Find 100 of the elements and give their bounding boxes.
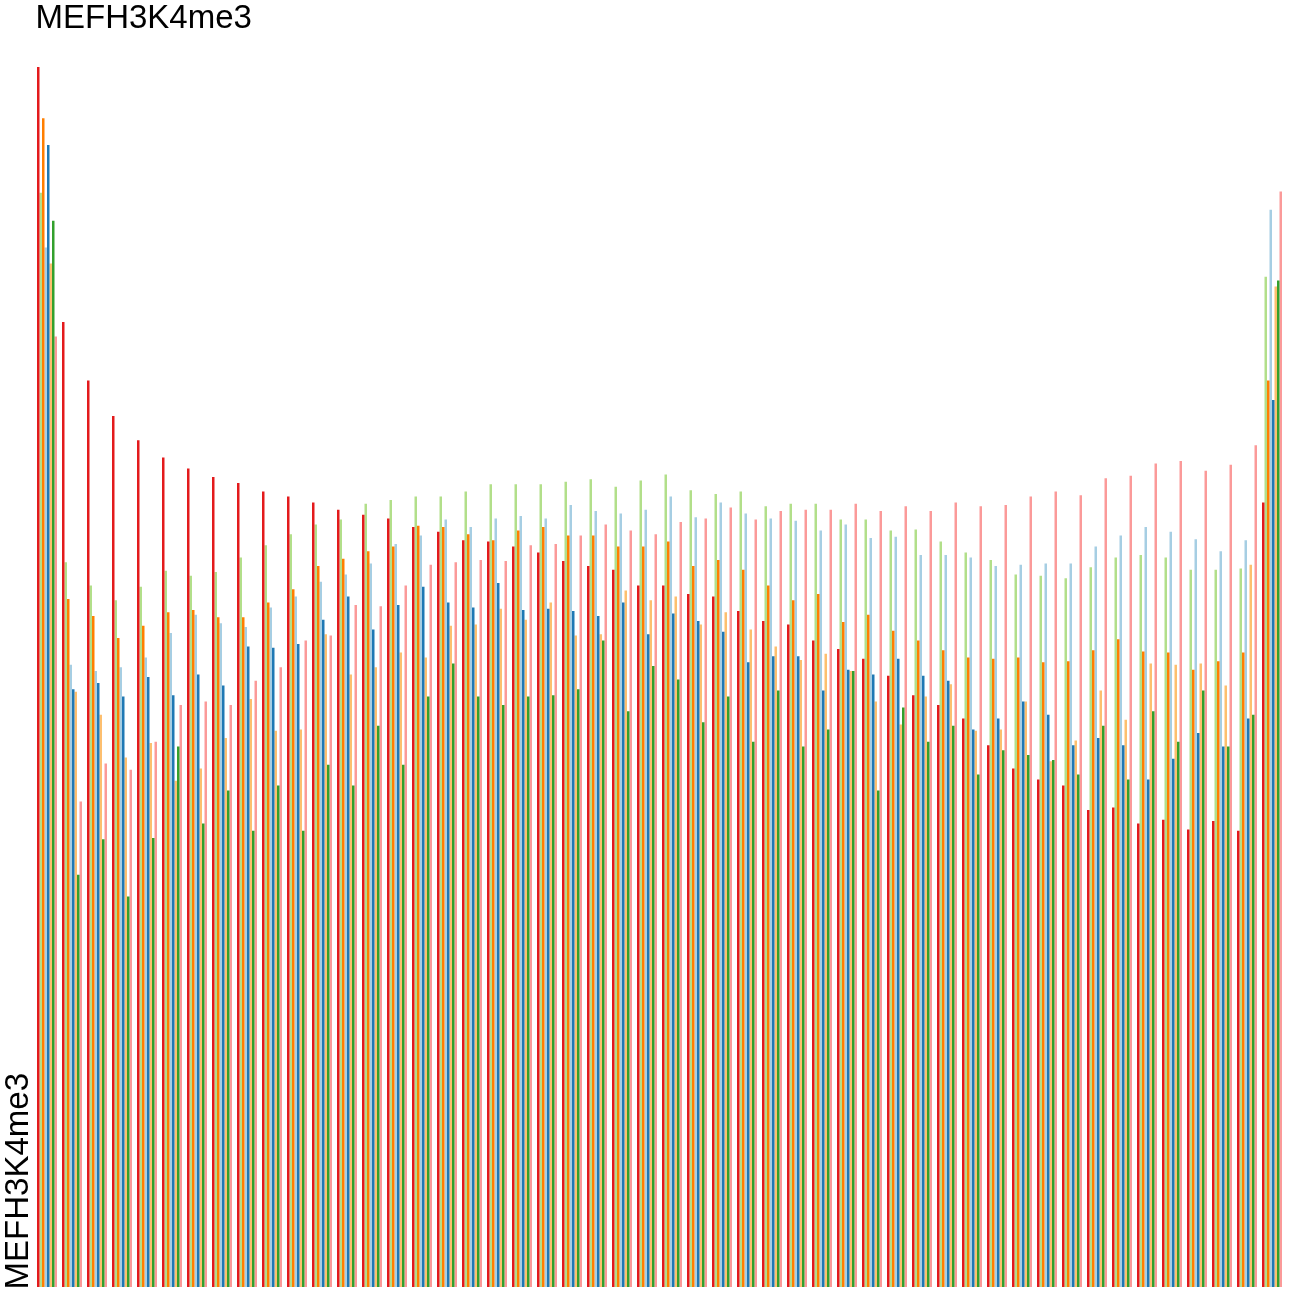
bar — [517, 530, 520, 1287]
bar — [42, 118, 45, 1287]
bar — [377, 725, 380, 1287]
bar — [1202, 690, 1205, 1287]
bar — [1262, 502, 1265, 1287]
bar — [102, 839, 105, 1287]
bar — [97, 683, 100, 1287]
bar — [147, 677, 150, 1287]
bar — [542, 526, 545, 1287]
bar — [977, 774, 980, 1287]
bar — [387, 518, 390, 1287]
bar — [897, 658, 900, 1287]
bar — [887, 675, 890, 1287]
bar — [422, 586, 425, 1287]
bar — [527, 696, 530, 1287]
bar — [162, 457, 165, 1287]
bar — [1077, 774, 1080, 1287]
bar — [792, 600, 795, 1287]
bar — [652, 666, 655, 1287]
bar — [702, 722, 705, 1287]
bar — [1277, 280, 1280, 1287]
bar — [1237, 830, 1240, 1287]
bar — [597, 616, 600, 1287]
bar — [267, 602, 270, 1287]
bar — [827, 729, 830, 1287]
bar — [1002, 750, 1005, 1287]
bar — [752, 741, 755, 1287]
bar — [952, 725, 955, 1287]
bar — [1162, 819, 1165, 1287]
bar — [77, 874, 80, 1287]
bar — [1092, 650, 1095, 1287]
bar — [572, 611, 575, 1287]
bar — [692, 565, 695, 1287]
bar — [427, 696, 430, 1287]
bar — [592, 535, 595, 1287]
bar — [167, 612, 170, 1287]
bar — [917, 640, 920, 1287]
bar — [197, 674, 200, 1287]
bar — [927, 741, 930, 1287]
bar — [192, 609, 195, 1287]
bar — [747, 662, 750, 1287]
bar — [1097, 738, 1100, 1287]
bar — [487, 541, 490, 1287]
bar — [1227, 746, 1230, 1287]
bar — [987, 745, 990, 1287]
bar — [62, 321, 65, 1287]
bar — [577, 689, 580, 1287]
bar — [237, 483, 240, 1287]
bar — [252, 830, 255, 1287]
bar — [1062, 785, 1065, 1287]
bar — [1197, 733, 1200, 1287]
bar — [1187, 829, 1190, 1287]
bar — [1027, 755, 1030, 1287]
bar — [1012, 768, 1015, 1287]
bar — [472, 607, 475, 1287]
bar — [1142, 651, 1145, 1287]
chart-title: MEFH3K4me3 — [35, 0, 252, 35]
bar — [37, 67, 40, 1287]
bar — [337, 509, 340, 1287]
bar — [912, 695, 915, 1287]
bar — [492, 540, 495, 1287]
bar — [222, 685, 225, 1287]
bar — [87, 380, 90, 1287]
bar — [177, 746, 180, 1287]
bar — [112, 415, 115, 1287]
bar — [1047, 714, 1050, 1287]
bar — [992, 658, 995, 1287]
bar — [997, 718, 1000, 1287]
bar — [817, 594, 820, 1287]
bar — [247, 646, 250, 1287]
bar — [467, 534, 470, 1287]
bar — [1067, 661, 1070, 1287]
bar — [202, 823, 205, 1287]
bar — [697, 620, 700, 1287]
bar — [122, 696, 125, 1287]
bar — [967, 657, 970, 1287]
bar — [1247, 718, 1250, 1287]
bar — [922, 675, 925, 1287]
bar — [172, 695, 175, 1287]
bar — [92, 616, 95, 1287]
bar — [442, 526, 445, 1287]
bar — [312, 502, 315, 1287]
bar — [892, 630, 895, 1287]
bar — [617, 546, 620, 1287]
bar — [1222, 746, 1225, 1287]
bar — [1192, 669, 1195, 1287]
bar — [47, 145, 50, 1287]
bar — [212, 476, 215, 1287]
bar — [677, 679, 680, 1287]
bar — [502, 705, 505, 1287]
bar — [737, 611, 740, 1287]
bar — [867, 614, 870, 1287]
bar — [567, 535, 570, 1287]
bar — [1112, 807, 1115, 1287]
bar — [842, 622, 845, 1287]
bar — [217, 617, 220, 1287]
bar — [562, 561, 565, 1287]
bar — [642, 546, 645, 1287]
bar — [812, 640, 815, 1287]
bar — [947, 680, 950, 1287]
